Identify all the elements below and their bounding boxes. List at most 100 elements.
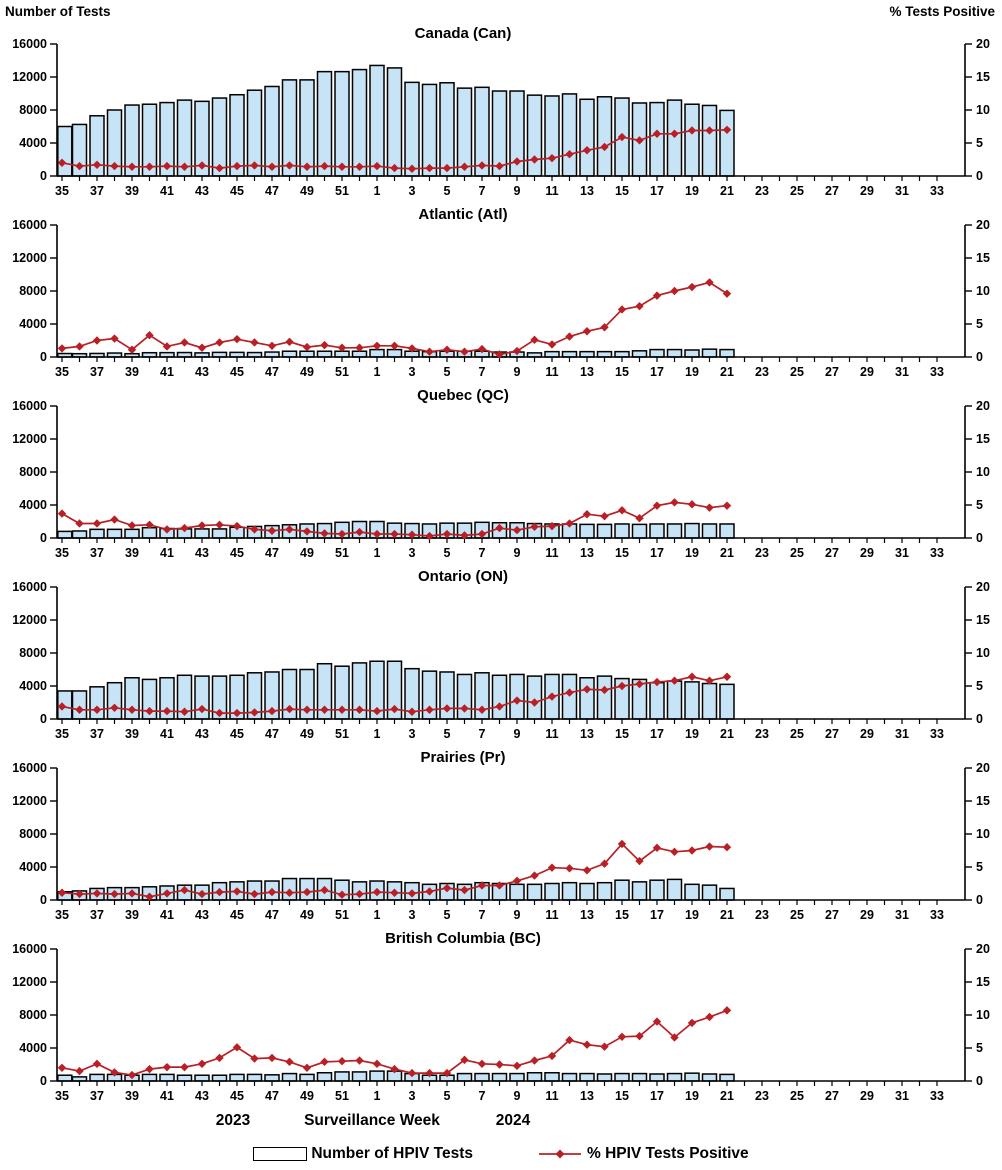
svg-text:8000: 8000 xyxy=(19,465,47,479)
bar-week-21 xyxy=(719,1073,735,1082)
bar-week-21 xyxy=(719,683,735,720)
pct-positive-marker-week-17 xyxy=(652,129,662,138)
pct-positive-marker-week-5 xyxy=(442,704,452,713)
svg-text:15: 15 xyxy=(615,365,629,379)
svg-text:49: 49 xyxy=(300,1089,314,1103)
pct-positive-marker-week-51 xyxy=(337,162,347,171)
pct-positive-marker-week-36 xyxy=(75,161,84,171)
svg-text:7: 7 xyxy=(479,908,486,922)
bar-week-51 xyxy=(334,350,350,358)
svg-text:29: 29 xyxy=(860,727,874,741)
svg-text:11: 11 xyxy=(545,727,558,741)
svg-text:41: 41 xyxy=(160,727,174,741)
svg-text:43: 43 xyxy=(195,546,209,560)
legend: Number of HPIV Tests % HPIV Tests Positi… xyxy=(0,1138,1002,1170)
pct-positive-marker-week-16 xyxy=(635,1031,644,1041)
svg-text:20: 20 xyxy=(976,761,990,775)
svg-text:45: 45 xyxy=(230,1089,244,1103)
svg-text:51: 51 xyxy=(335,727,349,741)
svg-text:31: 31 xyxy=(895,546,909,560)
bar-week-18 xyxy=(666,680,683,720)
bar-week-8 xyxy=(491,674,508,720)
bar-week-13 xyxy=(579,1072,595,1082)
bar-week-38 xyxy=(106,528,123,539)
svg-text:17: 17 xyxy=(650,546,664,560)
pct-positive-marker-week-5 xyxy=(442,163,452,173)
svg-text:37: 37 xyxy=(90,365,104,379)
svg-text:49: 49 xyxy=(300,908,314,922)
panel-title: Quebec (QC) xyxy=(417,387,509,404)
svg-text:0: 0 xyxy=(40,169,47,183)
svg-text:51: 51 xyxy=(335,546,349,560)
svg-text:0: 0 xyxy=(976,712,983,726)
pct-positive-marker-week-2 xyxy=(390,888,399,897)
bar-week-36 xyxy=(71,690,88,720)
svg-text:16000: 16000 xyxy=(12,580,47,594)
svg-text:45: 45 xyxy=(230,546,244,560)
chart-panel-quebec: Quebec (QC) 0 4000 8000 12000 16000 0 5 10 15 20 35… xyxy=(0,386,1002,567)
pct-positive-marker-week-50 xyxy=(320,705,329,714)
pct-positive-marker-week-42 xyxy=(180,1062,189,1072)
chart-panel-bc: British Columbia (BC) 0 4000 8000 12000 16000… xyxy=(0,929,1002,1110)
svg-text:12000: 12000 xyxy=(12,794,47,808)
pct-positive-marker-week-6 xyxy=(460,162,469,171)
svg-text:45: 45 xyxy=(230,908,244,922)
bar-week-18 xyxy=(666,1072,683,1082)
svg-text:8000: 8000 xyxy=(19,103,47,117)
panel-plot-quebec: Quebec (QC)04000800012000160000510152035… xyxy=(12,387,990,560)
svg-text:25: 25 xyxy=(790,1089,804,1103)
bar-week-1 xyxy=(369,348,385,358)
svg-text:13: 13 xyxy=(580,908,594,922)
bar-week-51 xyxy=(334,1071,350,1082)
svg-text:0: 0 xyxy=(40,1074,47,1088)
pct-positive-marker-week-12 xyxy=(565,688,574,697)
bar-week-19 xyxy=(684,349,700,358)
pct-positive-marker-week-13 xyxy=(582,1040,592,1049)
svg-text:9: 9 xyxy=(514,1089,521,1103)
pct-positive-marker-week-12 xyxy=(565,150,574,159)
pct-positive-marker-week-20 xyxy=(705,126,714,135)
svg-text:39: 39 xyxy=(125,1089,139,1103)
bar-week-11 xyxy=(544,95,560,177)
bar-week-13 xyxy=(579,350,595,358)
bar-week-13 xyxy=(579,98,595,177)
bar-week-21 xyxy=(719,523,735,539)
x-axis-title: Surveillance Week xyxy=(304,1112,440,1129)
svg-text:23: 23 xyxy=(755,727,769,741)
pct-positive-marker-week-47 xyxy=(267,341,277,350)
pct-positive-marker-week-52 xyxy=(355,705,364,714)
pct-positive-marker-week-16 xyxy=(635,301,644,311)
bar-week-17 xyxy=(649,523,665,539)
bar-week-52 xyxy=(351,350,368,358)
pct-positive-marker-week-7 xyxy=(477,1059,487,1069)
svg-text:10: 10 xyxy=(976,465,990,479)
pct-positive-marker-week-35 xyxy=(57,344,67,353)
bar-week-19 xyxy=(684,522,700,539)
svg-text:29: 29 xyxy=(860,184,874,198)
svg-text:17: 17 xyxy=(650,1089,664,1103)
svg-text:31: 31 xyxy=(895,1089,909,1103)
pct-positive-marker-week-49 xyxy=(302,342,312,352)
panel-title: Canada (Can) xyxy=(415,25,512,42)
legend-line-item: % HPIV Tests Positive xyxy=(537,1145,749,1163)
bar-week-40 xyxy=(141,1073,158,1082)
bar-week-19 xyxy=(684,1072,700,1082)
svg-text:21: 21 xyxy=(720,908,734,922)
pct-positive-marker-week-20 xyxy=(705,842,714,851)
pct-positive-marker-week-52 xyxy=(355,527,364,537)
svg-text:15: 15 xyxy=(976,432,990,446)
svg-text:39: 39 xyxy=(125,365,139,379)
pct-positive-marker-week-44 xyxy=(215,1053,224,1063)
pct-positive-marker-week-1 xyxy=(372,161,382,171)
pct-positive-marker-week-36 xyxy=(75,889,84,899)
svg-text:19: 19 xyxy=(685,546,699,560)
pct-positive-marker-week-14 xyxy=(600,142,609,152)
pct-positive-marker-week-7 xyxy=(477,161,487,170)
svg-text:15: 15 xyxy=(976,794,990,808)
svg-text:31: 31 xyxy=(895,908,909,922)
pct-positive-marker-week-18 xyxy=(670,847,679,857)
pct-positive-marker-week-20 xyxy=(705,1012,714,1022)
chart-panels: Canada (Can) 0 4000 8000 12000 16000 0 5 10 15 20 3… xyxy=(0,24,1002,1110)
svg-text:11: 11 xyxy=(545,1089,558,1103)
pct-positive-marker-week-16 xyxy=(635,679,644,689)
